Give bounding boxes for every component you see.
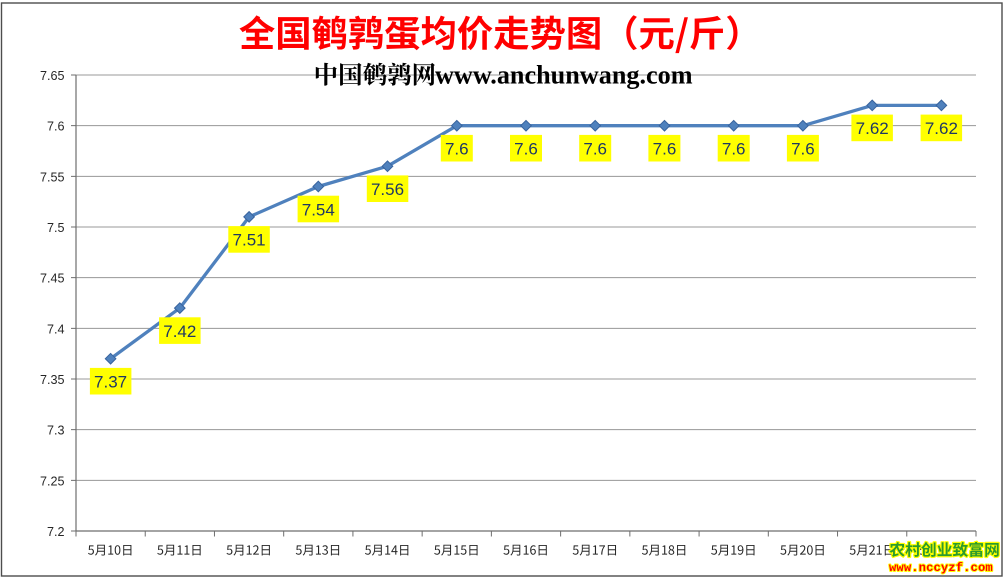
svg-text:7.6: 7.6 [47, 120, 65, 134]
svg-text:7.54: 7.54 [302, 200, 335, 219]
svg-text:www.anchunwang.com: www.anchunwang.com [435, 61, 693, 90]
svg-text:7.51: 7.51 [233, 231, 266, 250]
svg-text:7.2: 7.2 [47, 525, 65, 539]
svg-text:7.35: 7.35 [40, 373, 65, 387]
svg-text:7.45: 7.45 [40, 272, 65, 286]
svg-text:7.25: 7.25 [40, 474, 65, 488]
svg-text:7.62: 7.62 [925, 119, 958, 138]
svg-text:7.6: 7.6 [791, 140, 815, 159]
svg-text:7.6: 7.6 [653, 140, 677, 159]
svg-text:7.5: 7.5 [47, 221, 65, 235]
svg-text:7.62: 7.62 [856, 119, 889, 138]
svg-text:7.6: 7.6 [514, 140, 538, 159]
svg-text:7.6: 7.6 [445, 140, 469, 159]
svg-text:7.6: 7.6 [722, 140, 746, 159]
svg-text:7.65: 7.65 [40, 69, 65, 83]
svg-text:7.56: 7.56 [371, 180, 404, 199]
svg-text:7.4: 7.4 [47, 322, 65, 336]
svg-text:7.3: 7.3 [47, 424, 65, 438]
svg-text:7.37: 7.37 [94, 373, 127, 392]
svg-text:7.6: 7.6 [583, 140, 607, 159]
svg-text:7.55: 7.55 [40, 170, 65, 184]
svg-text:7.42: 7.42 [163, 322, 196, 341]
svg-text:www.nccyzf.com: www.nccyzf.com [889, 561, 993, 575]
